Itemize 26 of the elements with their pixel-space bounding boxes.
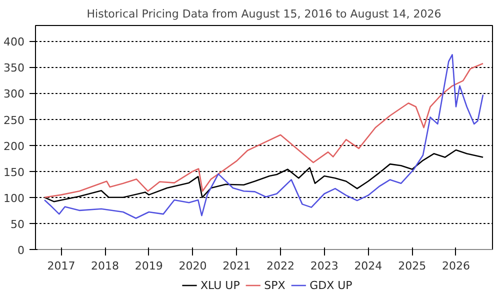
line-series xyxy=(44,62,484,198)
x-tick-label: 2024 xyxy=(354,260,382,272)
line-series xyxy=(44,54,484,219)
x-tick-label: 2018 xyxy=(91,260,120,272)
x-tick-label: 2021 xyxy=(222,260,251,272)
legend-label: GDX UP xyxy=(310,279,353,292)
x-tick-label: 2023 xyxy=(310,260,338,272)
y-tick-label: 350 xyxy=(4,62,25,75)
y-tick-label: 250 xyxy=(4,114,25,127)
y-tick-label: 0 xyxy=(18,244,24,257)
x-tick-label: 2026 xyxy=(442,260,470,272)
legend-label: SPX xyxy=(264,279,286,292)
y-tick-label: 400 xyxy=(4,36,25,49)
x-tick-label: 2020 xyxy=(178,260,207,272)
x-tick-label: 2025 xyxy=(398,260,426,272)
y-tick-label: 300 xyxy=(4,88,25,101)
chart-title: Historical Pricing Data from August 15, 2016 to August 14, 2026 xyxy=(86,8,442,20)
y-tick-label: 100 xyxy=(4,192,25,205)
y-tick-label: 150 xyxy=(4,166,25,179)
line-series xyxy=(44,149,484,202)
y-tick-label: 200 xyxy=(4,140,25,153)
legend-label: XLU UP xyxy=(200,279,240,292)
x-tick-label: 2022 xyxy=(266,260,295,272)
x-tick-label: 2017 xyxy=(47,260,76,272)
x-tick-label: 2019 xyxy=(134,260,163,272)
y-tick-label: 50 xyxy=(10,218,25,231)
